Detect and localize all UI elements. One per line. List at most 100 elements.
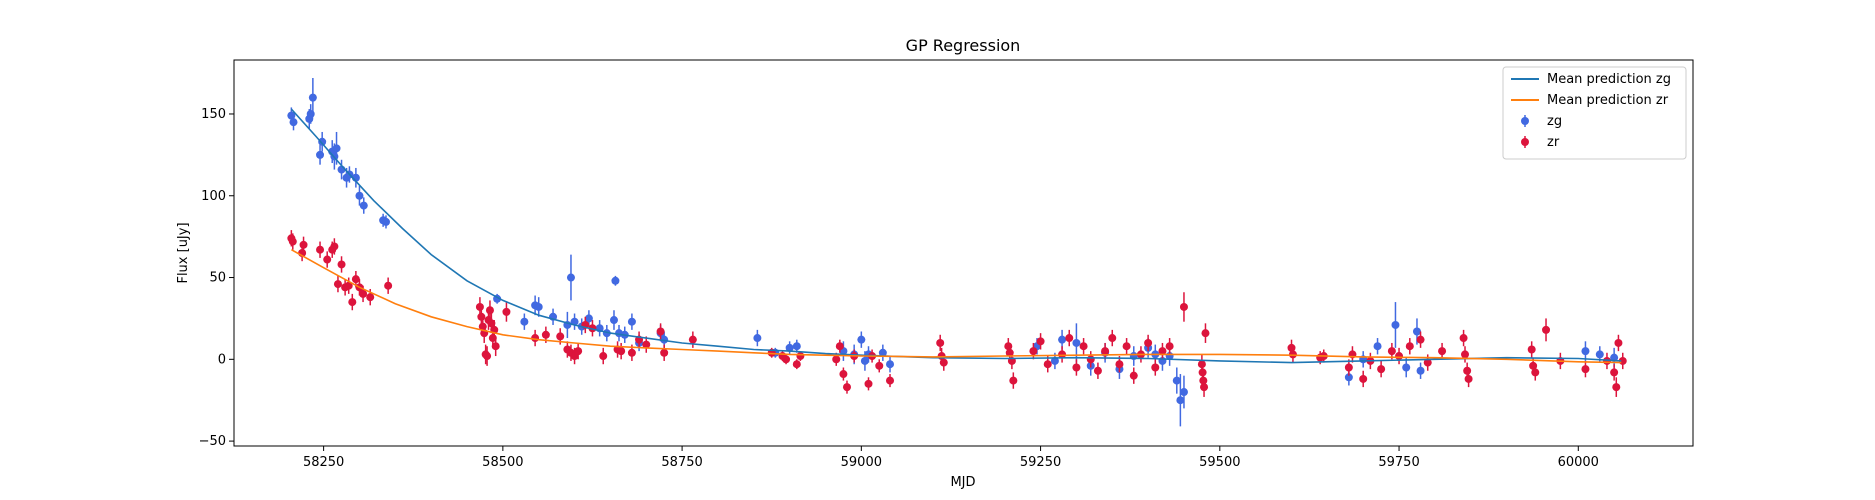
- zr-point: [1009, 376, 1018, 385]
- legend-frame: [1502, 66, 1687, 160]
- zr-point: [1610, 368, 1619, 377]
- zr-point: [1581, 365, 1590, 374]
- zr-point: [1288, 350, 1297, 359]
- zr-point: [875, 361, 884, 370]
- zr-point: [337, 260, 346, 269]
- zr-point: [1359, 374, 1368, 383]
- zr-point: [1614, 338, 1623, 347]
- zr-point: [1072, 363, 1081, 372]
- zr-point: [1395, 352, 1404, 361]
- x-tick-label: 58250: [303, 455, 344, 470]
- zr-point: [333, 280, 342, 289]
- legend-item: zg: [1521, 114, 1562, 129]
- zr-point: [782, 355, 791, 364]
- zr-point: [1029, 347, 1038, 356]
- zr-point: [1122, 342, 1131, 351]
- zr-point: [330, 242, 339, 251]
- zg-point: [860, 356, 869, 365]
- legend-item: Mean prediction zg: [1511, 72, 1671, 87]
- zg-point: [1172, 376, 1181, 385]
- series-zg: [287, 77, 1619, 427]
- zg-point: [1595, 350, 1604, 359]
- zr-point: [627, 348, 636, 357]
- series-zr: [287, 230, 1627, 397]
- zr-point: [1344, 363, 1353, 372]
- zg-point: [534, 302, 543, 311]
- zr-point: [491, 342, 500, 351]
- zr-point: [487, 319, 496, 328]
- zr-point: [359, 289, 368, 298]
- zr-point: [792, 360, 801, 369]
- zg-point: [308, 93, 317, 102]
- x-tick-label: 60000: [1558, 455, 1599, 470]
- zg-point: [316, 150, 325, 159]
- zg-point: [611, 276, 620, 285]
- zr-point: [344, 281, 353, 290]
- zg-point: [878, 348, 887, 357]
- zr-point: [1079, 342, 1088, 351]
- zr-point: [1086, 355, 1095, 364]
- zr-point: [660, 348, 669, 357]
- zr-point: [1144, 338, 1153, 347]
- zg-point: [785, 343, 794, 352]
- zr-point: [842, 383, 851, 392]
- zr-point: [1200, 383, 1209, 392]
- zr-point: [1129, 371, 1138, 380]
- zg-point: [1050, 356, 1059, 365]
- zg-point: [627, 317, 636, 326]
- x-tick-label: 59750: [1378, 455, 1419, 470]
- zr-point: [1438, 347, 1447, 356]
- zr-point: [886, 376, 895, 385]
- zr-point: [939, 358, 948, 367]
- x-tick-label: 59250: [1020, 455, 1061, 470]
- zr-point: [384, 281, 393, 290]
- zr-point: [299, 240, 308, 249]
- plot-frame: [233, 59, 1694, 447]
- zr-point: [1464, 374, 1473, 383]
- zg-point: [1416, 366, 1425, 375]
- chart-title: GP Regression: [906, 36, 1021, 55]
- y-tick-label: 100: [201, 189, 226, 204]
- zr-point: [541, 330, 550, 339]
- zr-point: [1387, 347, 1396, 356]
- legend-label: zg: [1547, 114, 1562, 129]
- zg-point: [332, 144, 341, 153]
- zg-point: [566, 273, 575, 282]
- zr-point: [366, 293, 375, 302]
- zg-point: [584, 314, 593, 323]
- zr-point: [1101, 347, 1110, 356]
- zr-point: [574, 347, 583, 356]
- zg-point: [318, 137, 327, 146]
- zr-point: [1158, 347, 1167, 356]
- zr-point: [617, 347, 626, 356]
- zg-point: [753, 334, 762, 343]
- zr-point: [483, 352, 492, 361]
- zr-point: [1416, 335, 1425, 344]
- legend-marker-swatch: [1521, 117, 1529, 125]
- zr-point: [475, 302, 484, 311]
- x-tick-label: 58500: [482, 455, 523, 470]
- zr-point: [864, 379, 873, 388]
- zr-point: [502, 307, 511, 316]
- zr-point: [656, 327, 665, 336]
- zr-point: [642, 340, 651, 349]
- zg-point: [1072, 338, 1081, 347]
- zg-point: [792, 342, 801, 351]
- zg-point: [381, 217, 390, 226]
- zr-point: [556, 332, 565, 341]
- zr-point: [477, 312, 486, 321]
- y-tick-label: −50: [199, 434, 226, 449]
- zr-point: [323, 255, 332, 264]
- zr-point: [1612, 383, 1621, 392]
- zg-point: [1373, 342, 1382, 351]
- zr-point: [1093, 366, 1102, 375]
- y-axis: −50 0 50 100 150: [199, 107, 234, 449]
- zg-point: [289, 118, 298, 127]
- zr-point: [1179, 302, 1188, 311]
- zr-point: [1405, 342, 1414, 351]
- y-axis-label: Flux [uJy]: [176, 222, 191, 283]
- plot-area: [287, 77, 1627, 427]
- zr-point: [1542, 325, 1551, 334]
- zr-point: [832, 355, 841, 364]
- zr-point: [1201, 329, 1210, 338]
